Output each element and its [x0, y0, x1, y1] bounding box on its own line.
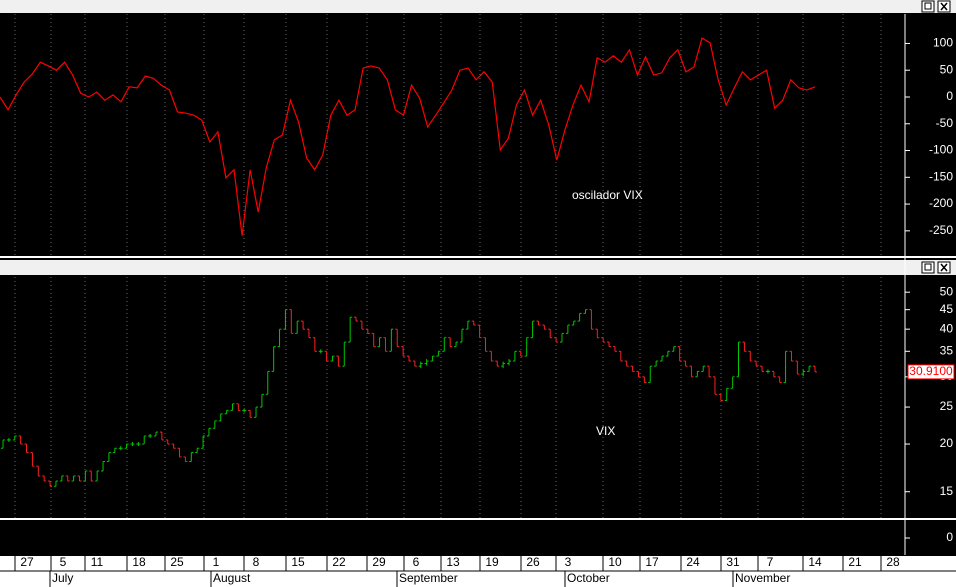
y-tick-label: -250	[929, 223, 953, 237]
month-label: August	[213, 571, 251, 585]
x-tick-label: 18	[132, 555, 146, 569]
y-tick-label: 0	[946, 89, 953, 103]
icon	[924, 263, 932, 271]
y-tick-label: 50	[940, 62, 954, 76]
window-buttons[interactable]	[921, 0, 951, 274]
month-label: November	[735, 571, 790, 585]
x-tick-label: 6	[413, 555, 420, 569]
x-tick-label: 22	[332, 555, 346, 569]
x-tick-label: 21	[848, 555, 862, 569]
x-tick-label: 29	[372, 555, 386, 569]
x-tick-label: 31	[726, 555, 740, 569]
x-tick-label: 25	[170, 555, 184, 569]
y-tick-label: 100	[933, 36, 953, 50]
y-tick-label: 35	[940, 343, 954, 357]
y-tick-label: 40	[940, 321, 954, 335]
month-label: September	[399, 571, 458, 585]
x-tick-label: 14	[808, 555, 822, 569]
oscillator-line	[0, 37, 816, 236]
x-tick-label: 10	[608, 555, 622, 569]
x-tick-label: 5	[60, 555, 67, 569]
x-tick-label: 17	[645, 555, 659, 569]
x-tick-label: 15	[291, 555, 305, 569]
y-tick-label: 45	[940, 302, 954, 316]
x-tick-label: 13	[446, 555, 460, 569]
maximize-button[interactable]	[921, 0, 935, 13]
y-tick-label: 15	[940, 484, 954, 498]
y-tick-label: 25	[940, 399, 954, 413]
icon	[940, 263, 948, 272]
x-tick-label: 28	[886, 555, 900, 569]
x-tick-label: 24	[686, 555, 700, 569]
y-tick-label: 50	[940, 284, 954, 298]
maximize-button[interactable]	[921, 261, 935, 274]
y-tick-label: 20	[940, 436, 954, 450]
icon	[940, 2, 948, 11]
x-tick-label: 8	[253, 555, 260, 569]
x-tick-label: 11	[91, 555, 104, 569]
x-tick-label: 19	[485, 555, 499, 569]
last-value-label: 30.9100	[909, 364, 953, 378]
annotation: oscilador VIX	[572, 188, 643, 202]
y-tick-label: -200	[929, 196, 953, 210]
y-tick-label: -150	[929, 169, 953, 183]
panel-title-bar	[0, 0, 956, 13]
x-tick-label: 7	[767, 555, 774, 569]
month-label: October	[567, 571, 610, 585]
y-tick-label: -50	[936, 116, 954, 130]
x-tick-label: 3	[565, 555, 572, 569]
annotation: VIX	[596, 424, 615, 438]
x-tick-label: 27	[20, 555, 34, 569]
y-tick-label: -100	[929, 143, 953, 157]
last-value-box	[907, 364, 955, 380]
y-tick-label: 0	[946, 530, 953, 544]
x-tick-label: 26	[526, 555, 540, 569]
panel-title-bar	[0, 260, 956, 275]
x-tick-label: 1	[213, 555, 220, 569]
icon	[924, 2, 932, 10]
month-label: July	[52, 571, 73, 585]
